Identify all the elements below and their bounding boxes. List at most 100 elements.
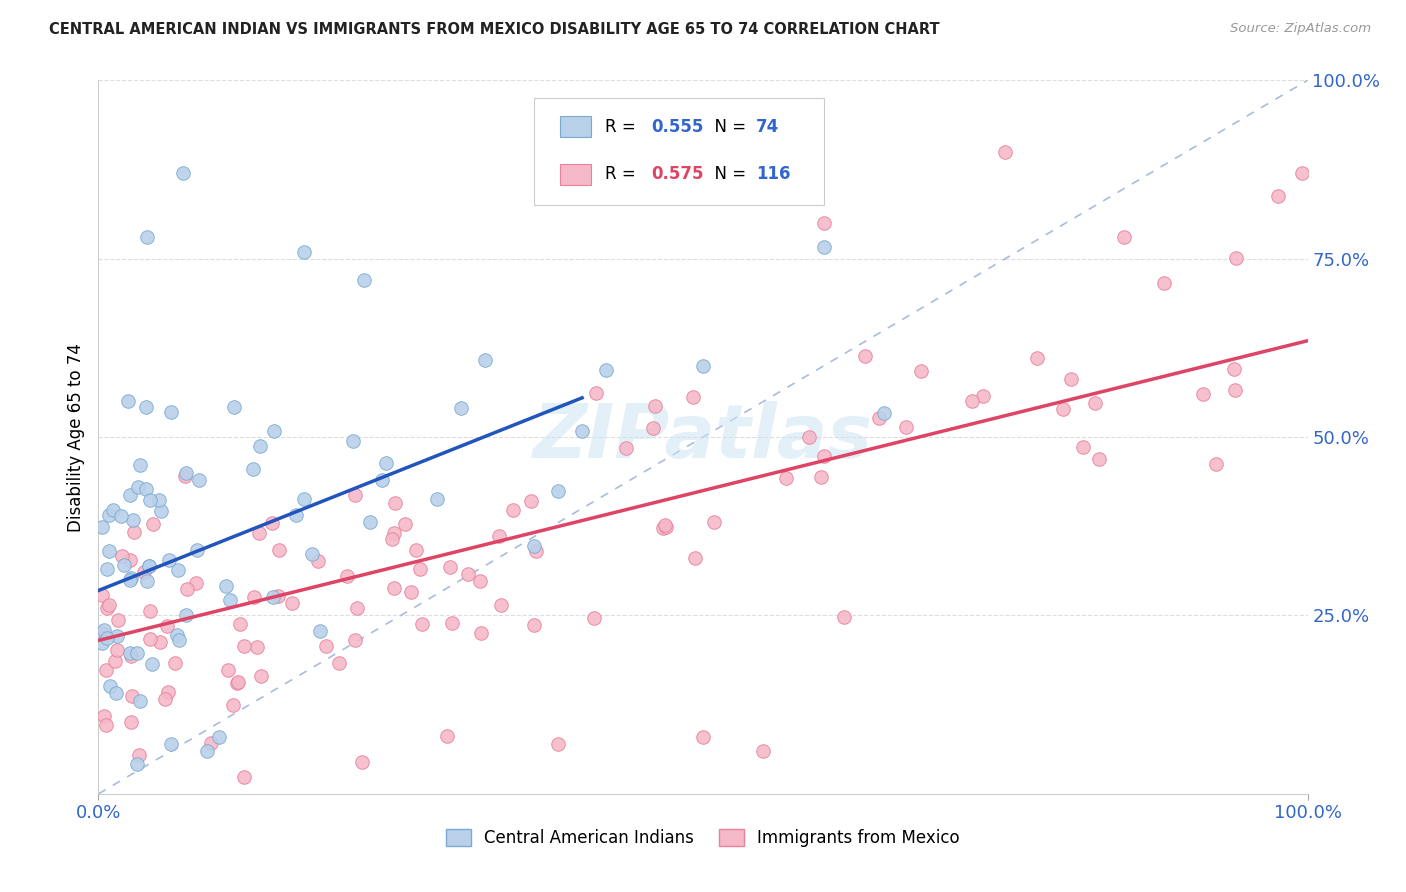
Point <box>160 737 183 751</box>
Point <box>229 616 252 631</box>
Point <box>408 562 430 576</box>
Point <box>176 582 198 596</box>
Point <box>873 406 896 420</box>
Point <box>222 400 245 414</box>
Point <box>97 598 120 612</box>
Point <box>775 471 797 485</box>
Point <box>217 664 239 678</box>
Point <box>813 239 835 253</box>
Point <box>654 517 676 532</box>
Point <box>682 390 704 404</box>
Point <box>488 529 510 543</box>
Point <box>138 559 160 574</box>
Point <box>93 709 115 723</box>
Point <box>547 484 569 499</box>
Point <box>520 494 543 508</box>
Point <box>1267 189 1289 203</box>
Point <box>98 508 121 523</box>
Point <box>159 405 181 419</box>
Point <box>174 466 197 480</box>
Point <box>382 525 405 540</box>
Point <box>98 679 121 693</box>
Point <box>127 479 149 493</box>
Point <box>176 608 198 623</box>
Point <box>1192 387 1215 401</box>
Point <box>374 457 396 471</box>
Point <box>384 496 406 510</box>
Text: R =: R = <box>605 166 641 184</box>
Point <box>167 563 190 577</box>
Point <box>96 663 118 677</box>
Point <box>110 509 132 524</box>
Point <box>960 393 983 408</box>
Bar <box>561 164 591 186</box>
Point <box>243 591 266 605</box>
Point <box>491 598 513 612</box>
Point <box>249 439 271 453</box>
Point <box>141 657 163 671</box>
Point <box>644 399 666 413</box>
Point <box>107 613 129 627</box>
Point <box>127 647 149 661</box>
Point <box>139 632 162 646</box>
Point <box>1060 372 1083 386</box>
Point <box>1084 396 1107 410</box>
Point <box>1026 351 1049 365</box>
Point <box>1291 166 1313 180</box>
Text: CENTRAL AMERICAN INDIAN VS IMMIGRANTS FROM MEXICO DISABILITY AGE 65 TO 74 CORREL: CENTRAL AMERICAN INDIAN VS IMMIGRANTS FR… <box>49 22 939 37</box>
Point <box>148 492 170 507</box>
Point <box>148 635 170 649</box>
Point <box>186 542 208 557</box>
Point <box>382 582 405 596</box>
Point <box>359 515 381 529</box>
Point <box>129 458 152 472</box>
Point <box>111 549 134 563</box>
Point <box>301 547 323 561</box>
Point <box>215 579 238 593</box>
Point <box>96 718 118 732</box>
Point <box>121 689 143 703</box>
Point <box>91 520 114 534</box>
Point <box>1153 277 1175 291</box>
Point <box>184 575 207 590</box>
Point <box>315 639 337 653</box>
Point <box>1223 362 1246 376</box>
Point <box>91 636 114 650</box>
Point <box>411 616 433 631</box>
Point <box>1071 441 1094 455</box>
Point <box>101 502 124 516</box>
Point <box>336 568 359 582</box>
Point <box>173 468 195 483</box>
Point <box>232 639 254 653</box>
Point <box>281 596 304 610</box>
Point <box>91 588 114 602</box>
Point <box>263 424 285 438</box>
Point <box>262 591 284 605</box>
Point <box>156 618 179 632</box>
Point <box>157 685 180 699</box>
Point <box>250 669 273 683</box>
Point <box>524 544 547 558</box>
Point <box>346 600 368 615</box>
Point <box>654 520 676 534</box>
Point <box>813 449 835 463</box>
Point <box>188 473 211 487</box>
Point <box>832 610 855 624</box>
Point <box>972 389 994 403</box>
Point <box>267 542 290 557</box>
Point <box>439 559 461 574</box>
Point <box>200 736 222 750</box>
Point <box>405 543 427 558</box>
Point <box>910 363 932 377</box>
Point <box>585 385 607 400</box>
Point <box>135 230 157 244</box>
Bar <box>561 116 591 137</box>
Y-axis label: Disability Age 65 to 74: Disability Age 65 to 74 <box>66 343 84 532</box>
Point <box>98 543 121 558</box>
Point <box>208 730 231 744</box>
Point <box>614 441 637 455</box>
Point <box>547 737 569 751</box>
Point <box>853 349 876 363</box>
Point <box>797 430 820 444</box>
Point <box>139 604 162 618</box>
